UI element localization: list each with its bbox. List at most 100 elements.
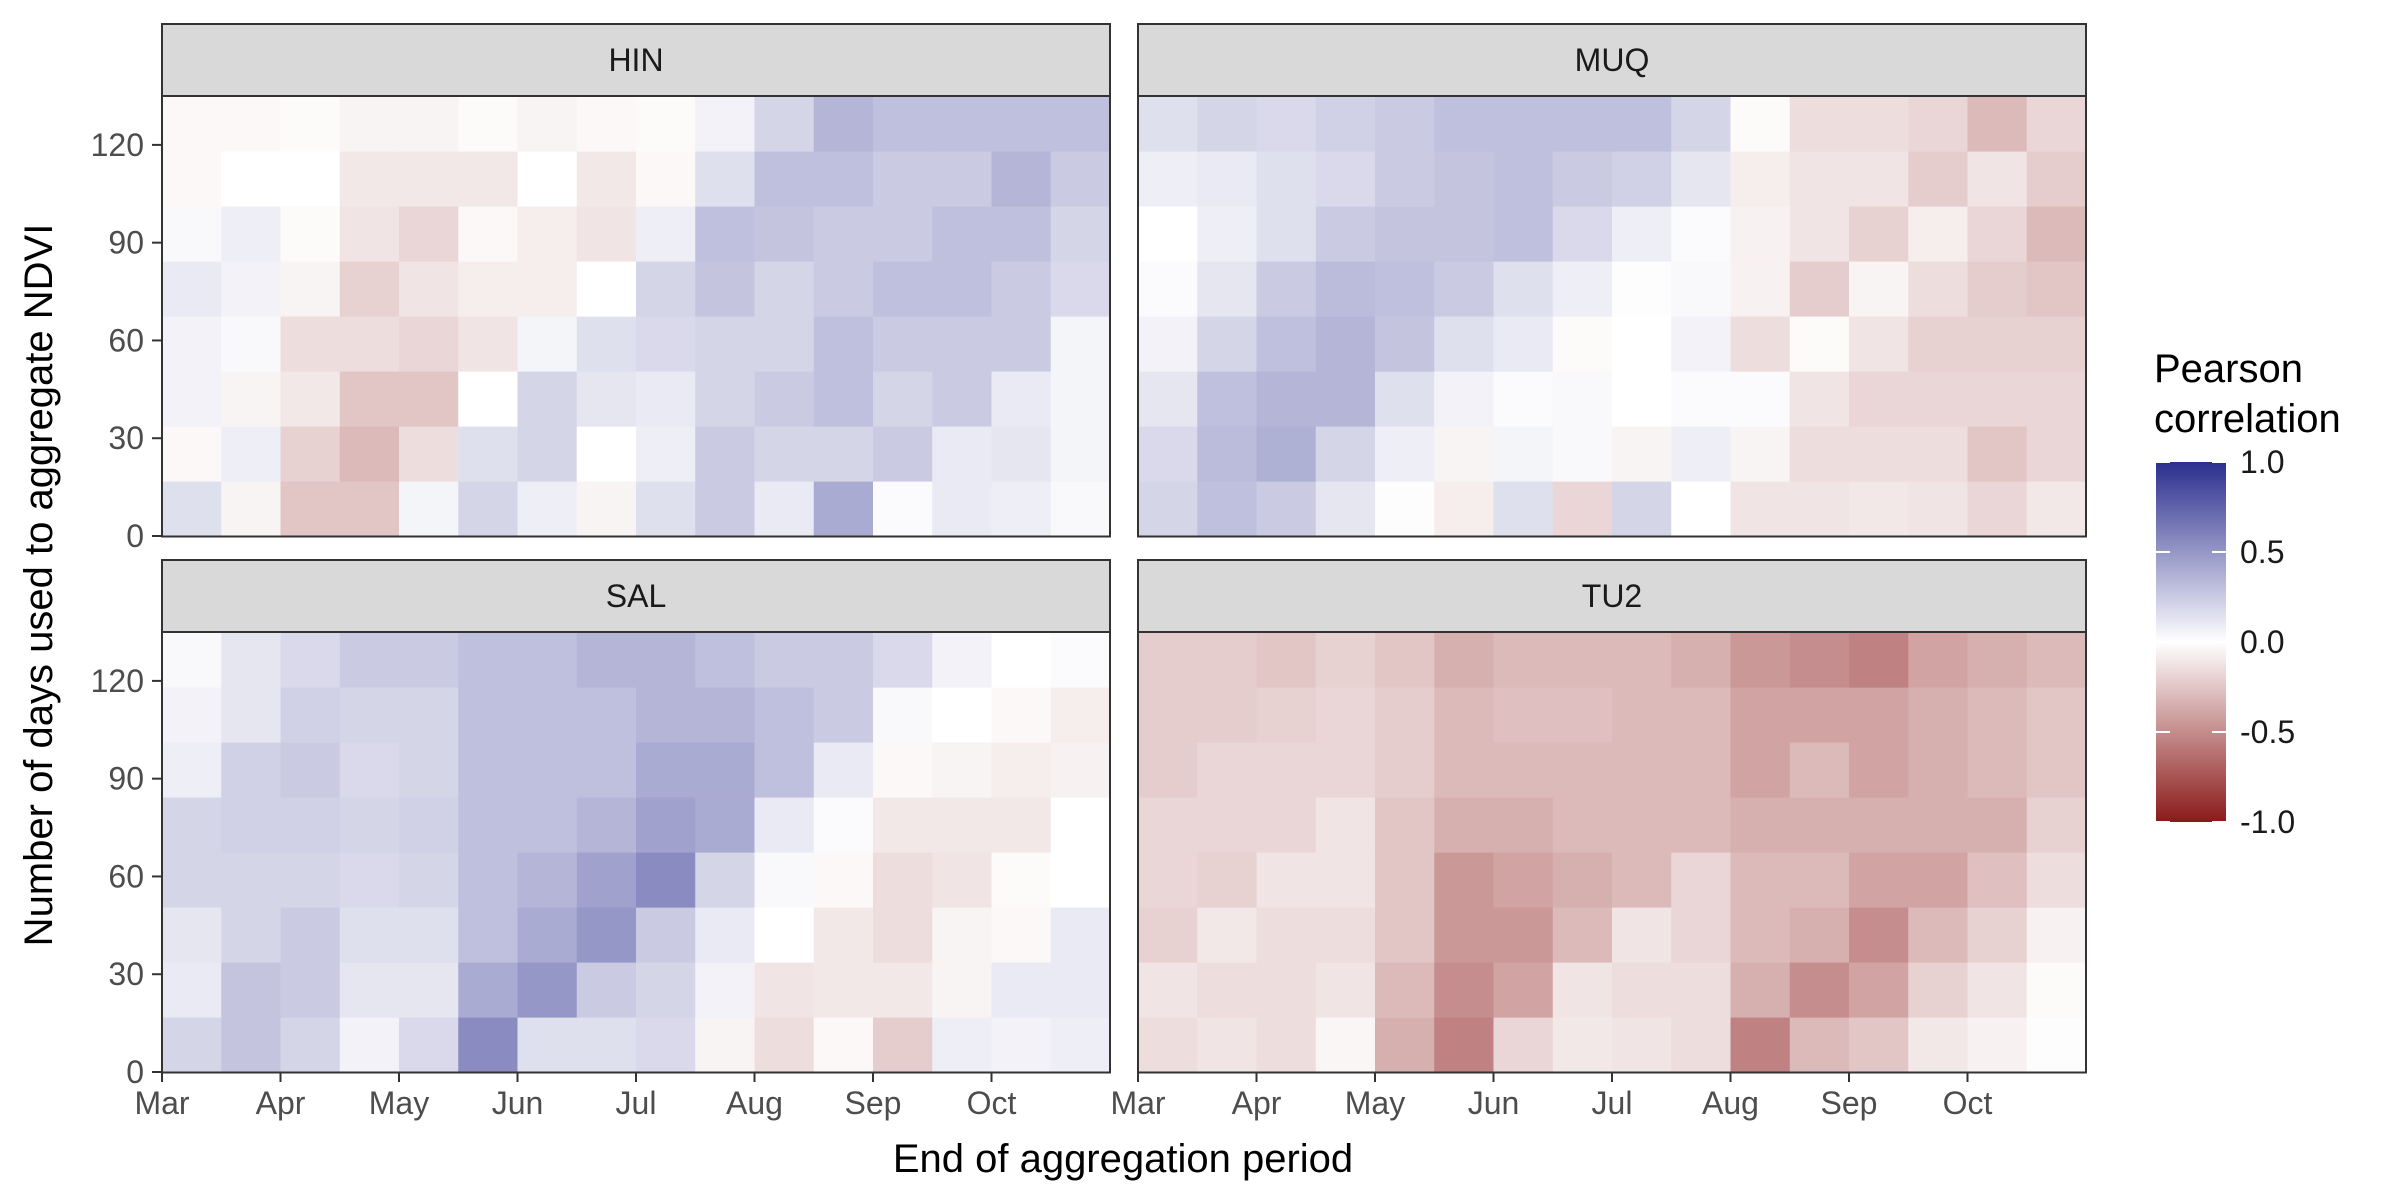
heatmap-cell <box>1908 687 1969 743</box>
heatmap-cell <box>1434 371 1495 427</box>
heatmap-cell <box>162 316 222 372</box>
heatmap-cell <box>2026 316 2087 372</box>
heatmap-cell <box>339 962 400 1018</box>
heatmap-cell <box>339 151 400 207</box>
heatmap-cell <box>932 426 993 482</box>
heatmap-cell <box>458 206 519 262</box>
heatmap-cell <box>695 426 756 482</box>
heatmap-cell <box>221 371 282 427</box>
heatmap-cell <box>636 206 696 262</box>
heatmap-cell <box>1315 907 1376 963</box>
heatmap-cell <box>399 481 459 537</box>
heatmap-cell <box>1434 852 1495 908</box>
heatmap-cell <box>458 261 519 317</box>
heatmap-cell <box>813 261 874 317</box>
heatmap-cell <box>1197 426 1258 482</box>
heatmap-cell <box>1612 742 1672 798</box>
heatmap-cell <box>162 426 222 482</box>
heatmap-cell <box>873 371 933 427</box>
heatmap-cell <box>1138 151 1198 207</box>
heatmap-cell <box>813 1017 874 1073</box>
heatmap-cell <box>280 962 341 1018</box>
x-tick-label: Sep <box>1821 1085 1878 1121</box>
heatmap-cell <box>162 852 222 908</box>
heatmap-cell <box>1138 371 1198 427</box>
heatmap-cell <box>517 632 578 688</box>
heatmap-cell <box>813 797 874 853</box>
heatmap-cell <box>576 96 637 152</box>
heatmap-cell <box>162 797 222 853</box>
heatmap-cell <box>2026 907 2087 963</box>
heatmap-cell <box>399 261 459 317</box>
heatmap-cell <box>932 261 993 317</box>
heatmap-cell <box>221 96 282 152</box>
heatmap-cell <box>1612 962 1672 1018</box>
legend: Pearson correlation 1.0 0.5 0.0 -0.5 -1.0 <box>2154 347 2341 840</box>
heatmap-cell <box>1552 151 1613 207</box>
x-tick-label: Sep <box>845 1085 902 1121</box>
heatmap-cell <box>1967 1017 2028 1073</box>
heatmap-cell <box>1789 206 1850 262</box>
heatmap-cell <box>576 962 637 1018</box>
heatmap-cell <box>221 632 282 688</box>
heatmap-cell <box>1552 206 1613 262</box>
legend-title-line2: correlation <box>2154 397 2341 441</box>
heatmap-cell <box>1789 852 1850 908</box>
heatmap-cell <box>517 151 578 207</box>
heatmap-cell <box>1375 687 1435 743</box>
heatmap-cell <box>873 687 933 743</box>
heatmap-cell <box>1375 632 1435 688</box>
heatmap-cell <box>458 797 519 853</box>
heatmap-cell <box>695 1017 756 1073</box>
heatmap-cell <box>1434 962 1495 1018</box>
panel-border <box>1137 95 2087 538</box>
heatmap-cell <box>399 426 459 482</box>
heatmap-cell <box>754 481 815 537</box>
heatmap-cell <box>517 962 578 1018</box>
heatmap-cell <box>1789 371 1850 427</box>
heatmap-cell <box>754 852 815 908</box>
heatmap-cell <box>1671 371 1732 427</box>
heatmap-cell <box>1256 316 1317 372</box>
heatmap-cell <box>1197 907 1258 963</box>
heatmap-cell <box>1967 962 2028 1018</box>
legend-tick-label: -1.0 <box>2240 804 2295 840</box>
heatmap-cell <box>1434 426 1495 482</box>
x-tick-label: Jun <box>492 1085 544 1121</box>
heatmap-cell <box>162 96 222 152</box>
heatmap-cell <box>1315 206 1376 262</box>
heatmap-cell <box>1138 426 1198 482</box>
heatmap-cell <box>162 151 222 207</box>
heatmap-cell <box>1493 96 1554 152</box>
heatmap-cell <box>991 687 1052 743</box>
heatmap-cell <box>991 1017 1052 1073</box>
legend-title-line1: Pearson <box>2154 347 2303 391</box>
heatmap-cell <box>1375 316 1435 372</box>
heatmap-cell <box>1908 1017 1969 1073</box>
heatmap-cell <box>1789 261 1850 317</box>
heatmap-cell <box>1671 261 1732 317</box>
heatmap-cell <box>932 852 993 908</box>
heatmap-cell <box>1493 797 1554 853</box>
heatmap-cell <box>1789 962 1850 1018</box>
heatmap-cell <box>1849 261 1909 317</box>
heatmap-cell <box>458 96 519 152</box>
heatmap-cell <box>1050 742 1111 798</box>
heatmap-cell <box>754 426 815 482</box>
heatmap-cell <box>1138 96 1198 152</box>
heatmap-cell <box>576 1017 637 1073</box>
heatmap-cell <box>1612 151 1672 207</box>
x-tick-label: Apr <box>1232 1085 1282 1121</box>
heatmap-cell <box>1315 151 1376 207</box>
heatmap-cell <box>932 481 993 537</box>
heatmap-cell <box>1375 481 1435 537</box>
facet-strip <box>161 23 1111 97</box>
heatmap-cell <box>695 206 756 262</box>
heatmap-cell <box>221 1017 282 1073</box>
heatmap-cell <box>162 1017 222 1073</box>
heatmap-cell <box>1197 852 1258 908</box>
heatmap-cell <box>221 261 282 317</box>
heatmap-cell <box>1375 206 1435 262</box>
heatmap-cell <box>932 206 993 262</box>
heatmap-cell <box>636 687 696 743</box>
